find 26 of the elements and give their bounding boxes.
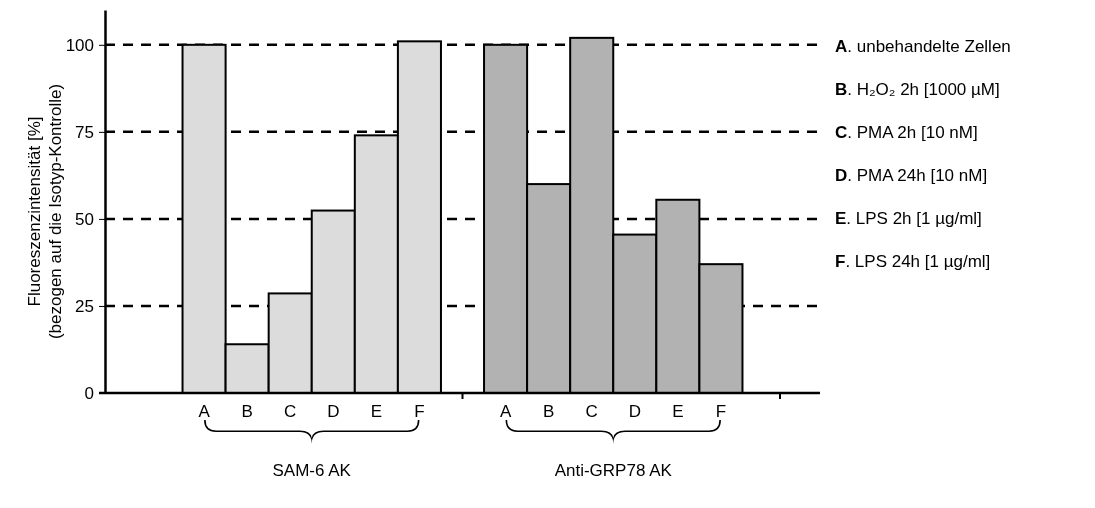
x-tick-label: E	[672, 402, 684, 422]
text: A. unbehandelte Zellen	[835, 37, 1011, 56]
y-tick-label: 100	[65, 35, 94, 55]
text: B. H₂O₂ 2h [1000 µM]	[835, 80, 1000, 99]
x-tick-label: E	[370, 402, 383, 422]
x-tick-label: D	[628, 402, 641, 422]
text: SAM-6 AK	[272, 461, 352, 480]
x-tick-label: A	[499, 402, 512, 422]
x-tick-label: F	[715, 402, 727, 422]
y-tick-label: 75	[75, 122, 94, 142]
x-tick-label: B	[241, 402, 253, 422]
y-tick-label: 50	[75, 209, 94, 229]
x-tick-label: A	[198, 402, 211, 422]
x-tick-label: F	[414, 402, 425, 422]
text: Anti-GRP78 AK	[554, 461, 673, 480]
x-tick-label: C	[585, 402, 598, 422]
text: D. PMA 24h [10 nM]	[835, 166, 988, 185]
x-tick-label: B	[542, 402, 555, 422]
text: E. LPS 2h [1 µg/ml]	[835, 209, 982, 228]
y-tick-label: 0	[84, 383, 94, 403]
y-tick-label: 25	[75, 296, 94, 316]
y-axis-title: Fluoreszenzintensität [%] (bezogen auf die Isotyp-Kontrolle)	[25, 83, 66, 340]
x-tick-label: D	[327, 402, 340, 422]
text: C. PMA 2h [10 nM]	[835, 123, 978, 142]
text: F. LPS 24h [1 µg/ml]	[835, 252, 991, 271]
x-tick-label: C	[284, 402, 297, 422]
